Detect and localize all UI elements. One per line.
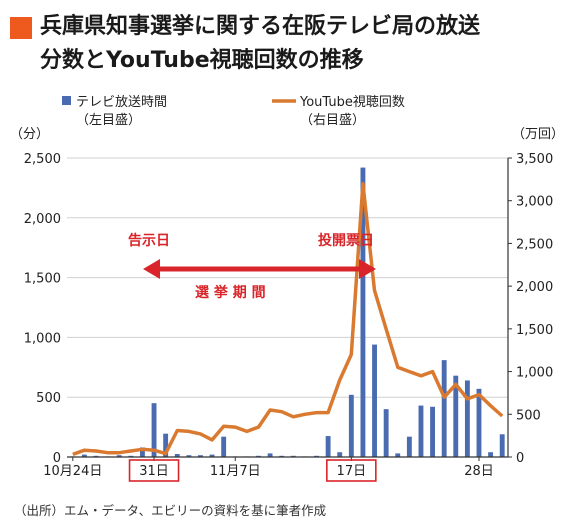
x-tick-label: 11月7日 [210, 464, 261, 479]
right-axis-unit: （万回） [512, 127, 564, 142]
left-tick-label: 500 [36, 391, 61, 406]
title-text: 兵庫県知事選挙に関する在阪テレビ局の放送 分数とYouTube視聴回数の推移 [40, 10, 480, 78]
bar [406, 436, 412, 457]
x-label-highlight-box [326, 459, 377, 482]
title-line-1: 兵庫県知事選挙に関する在阪テレビ局の放送 [40, 14, 481, 39]
period-arrow-left-head [143, 259, 160, 279]
x-tick-label: 28日 [464, 464, 494, 479]
bar [81, 454, 87, 457]
bar [163, 433, 169, 457]
left-tick-label: 2,000 [24, 212, 61, 227]
left-tick-label: 0 [53, 451, 61, 466]
right-tick-label: 0 [516, 451, 524, 466]
legend-bar-label: テレビ放送時間 [76, 95, 167, 110]
bar [139, 447, 145, 457]
bar [221, 436, 227, 457]
line-series [72, 181, 504, 457]
x-label-highlight-box [128, 459, 180, 482]
bar [325, 436, 331, 457]
right-tick-label: 2,500 [516, 237, 553, 252]
bar [348, 394, 354, 457]
bar-series [70, 167, 505, 457]
left-tick-label: 2,500 [24, 152, 61, 167]
bar [116, 455, 122, 457]
bar [383, 409, 389, 457]
bar [360, 167, 366, 457]
bar [372, 344, 377, 457]
left-tick-label: 1,000 [24, 331, 61, 346]
left-axis-unit: （分） [10, 127, 49, 142]
right-tick-label: 2,000 [516, 280, 553, 295]
right-tick-label: 3,000 [516, 195, 553, 210]
x-tick-label: 10月24日 [43, 464, 102, 479]
bar [151, 403, 157, 457]
bar [186, 455, 192, 457]
bar [441, 360, 447, 457]
left-tick-label: 1,500 [24, 272, 61, 287]
legend-bar-sub: （左目盛） [76, 113, 141, 128]
bar [453, 375, 459, 457]
left-axis-ticks: 0 500 1,000 1,500 2,000 2,500 [24, 152, 61, 466]
x-tick-label: 31日 [139, 464, 169, 479]
right-tick-label: 1,000 [516, 366, 553, 381]
right-tick-label: 3,500 [516, 152, 553, 167]
bar [267, 453, 273, 457]
bar [209, 454, 215, 457]
youtube-line [72, 181, 504, 457]
legend-line-label: YouTube視聴回数 [299, 95, 405, 110]
bar [337, 452, 343, 457]
x-axis-labels: 10月24日 31日 11月7日 17日 28日 [43, 457, 494, 482]
annotations: 告示日 投開票日 選 挙 期 間 [128, 232, 376, 301]
axes [67, 158, 509, 458]
period-arrow-right-head [359, 259, 376, 279]
bar [499, 434, 505, 457]
bar [395, 453, 401, 457]
right-axis-ticks: 0 500 1,000 1,500 2,000 2,500 3,000 3,500 [508, 152, 553, 466]
annotation-touhyou: 投開票日 [318, 233, 374, 249]
legend-line-sub: （右目盛） [300, 113, 365, 128]
bar [174, 454, 180, 457]
annotation-period: 選 挙 期 間 [195, 284, 266, 301]
legend: テレビ放送時間 （左目盛） YouTube視聴回数 （右目盛） [62, 95, 405, 128]
bar [464, 380, 470, 457]
bar [198, 455, 203, 457]
title-marker-icon [10, 17, 32, 39]
title-line-2: 分数とYouTube視聴回数の推移 [40, 48, 364, 73]
right-tick-label: 1,500 [516, 323, 553, 338]
bar [488, 452, 494, 457]
legend-bar-swatch [62, 96, 71, 105]
bar [430, 406, 436, 457]
bar [476, 388, 482, 457]
x-tick-label: 17日 [337, 464, 367, 479]
bar [418, 405, 424, 457]
annotation-kokuji: 告示日 [128, 232, 170, 249]
right-tick-label: 500 [516, 408, 541, 423]
source-note: （出所）エム・データ、エビリーの資料を基に筆者作成 [14, 503, 327, 518]
